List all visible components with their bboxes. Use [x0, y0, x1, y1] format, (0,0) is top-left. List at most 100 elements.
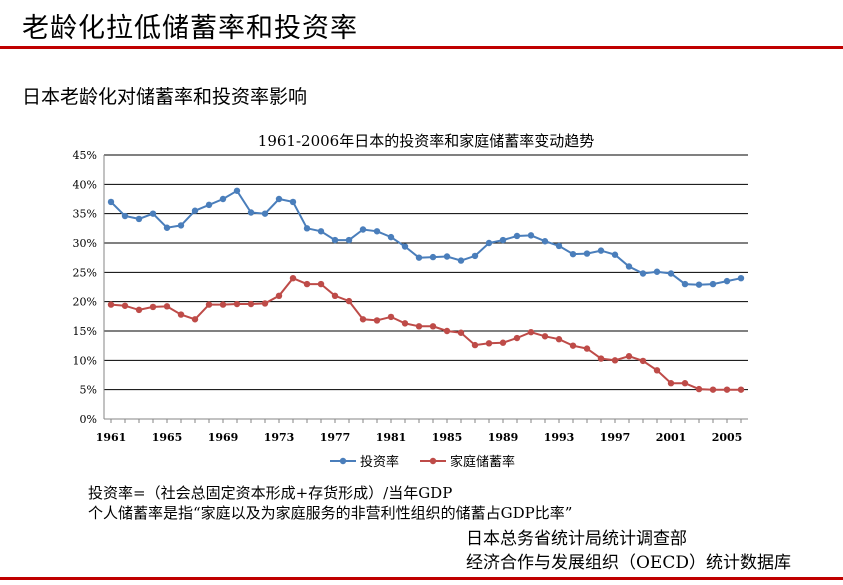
x-tick-label: 1969 — [208, 431, 239, 444]
data-point — [429, 323, 437, 330]
slide-subtitle: 日本老龄化对储蓄率和投资率影响 — [22, 86, 308, 108]
data-point — [205, 201, 213, 209]
data-point — [233, 300, 241, 308]
data-point — [177, 311, 185, 318]
data-point — [695, 385, 703, 393]
data-point — [513, 334, 521, 342]
y-tick-label: 25% — [73, 266, 97, 279]
data-point — [247, 300, 255, 308]
data-point — [135, 306, 143, 314]
data-point — [121, 302, 129, 309]
data-point — [261, 210, 269, 217]
data-point — [611, 251, 619, 258]
data-point — [443, 327, 451, 335]
x-tick-label: 1977 — [320, 431, 351, 444]
data-point — [107, 301, 115, 308]
chart-title: 1961-2006年日本的投资率和家庭储蓄率变动趋势 — [258, 132, 594, 150]
y-tick-label: 30% — [73, 237, 97, 250]
data-point — [401, 320, 409, 327]
data-point — [709, 386, 717, 393]
data-point — [527, 328, 535, 336]
data-point — [555, 242, 563, 250]
data-point — [583, 345, 591, 352]
source-line-2: 经济合作与发展组织（OECD）统计数据库 — [466, 553, 791, 573]
data-point — [233, 187, 241, 194]
y-tick-label: 45% — [73, 149, 97, 162]
data-point — [415, 254, 423, 261]
data-point — [457, 329, 465, 336]
data-point — [499, 236, 507, 244]
data-point — [485, 340, 493, 347]
y-tick-label: 20% — [73, 296, 97, 309]
data-point — [681, 280, 689, 288]
data-point — [471, 252, 479, 260]
x-tick-label: 1993 — [544, 431, 575, 444]
data-point — [331, 292, 339, 299]
data-point — [205, 301, 213, 308]
data-point — [709, 280, 717, 288]
data-point — [443, 253, 451, 260]
data-point — [177, 222, 185, 229]
data-point — [485, 239, 493, 247]
x-tick-label: 2005 — [712, 431, 743, 444]
y-tick-label: 40% — [73, 178, 97, 191]
data-point — [597, 247, 605, 254]
data-point — [471, 341, 479, 349]
series-line-2 — [110, 276, 741, 391]
x-tick-label: 1961 — [96, 431, 127, 444]
y-tick-label: 0% — [80, 413, 97, 426]
x-tick-label: 1985 — [432, 431, 463, 444]
x-tick-label: 1981 — [376, 431, 407, 444]
data-point — [429, 253, 437, 261]
data-point — [639, 357, 647, 365]
data-point — [359, 226, 367, 233]
data-point — [737, 386, 745, 393]
data-point — [695, 281, 703, 288]
legend-swatch-marker — [429, 457, 437, 465]
data-point — [387, 233, 395, 241]
data-point — [583, 250, 591, 257]
data-point — [331, 236, 339, 244]
data-point — [247, 209, 255, 216]
data-point — [653, 367, 661, 374]
data-point — [359, 316, 367, 323]
data-point — [541, 238, 549, 245]
data-point — [373, 228, 381, 235]
data-point — [289, 275, 297, 282]
data-point — [275, 292, 283, 299]
data-point — [737, 275, 745, 282]
data-point — [219, 195, 227, 203]
data-point — [191, 207, 199, 214]
definition-note-investment: 投资率=（社会总固定资本形成+存货形成）/当年GDP — [88, 484, 453, 502]
data-point — [121, 212, 129, 220]
data-point — [723, 386, 731, 393]
footer-divider — [0, 577, 843, 580]
x-tick-label: 1965 — [152, 431, 183, 444]
data-point — [555, 336, 563, 343]
data-point — [653, 268, 661, 275]
data-point — [345, 236, 353, 244]
series-line-1 — [110, 189, 742, 286]
data-point — [667, 380, 675, 387]
data-point — [149, 210, 157, 217]
data-point — [107, 198, 115, 206]
data-point — [541, 333, 549, 340]
data-point — [457, 257, 465, 264]
y-tick-label: 15% — [73, 325, 97, 338]
data-point — [527, 232, 535, 239]
y-tick-label: 5% — [80, 384, 97, 397]
data-point — [303, 280, 311, 288]
x-tick-label: 1973 — [264, 431, 295, 444]
data-point — [345, 297, 353, 305]
x-tick-label: 1997 — [600, 431, 631, 444]
data-point — [317, 228, 325, 235]
y-tick-label: 10% — [73, 354, 97, 367]
legend-label: 家庭储蓄率 — [450, 454, 515, 470]
data-point — [723, 277, 731, 285]
data-point — [149, 303, 157, 311]
legend-label: 投资率 — [360, 454, 399, 470]
data-point — [499, 339, 507, 346]
title-divider — [0, 46, 843, 49]
data-point — [681, 380, 689, 387]
